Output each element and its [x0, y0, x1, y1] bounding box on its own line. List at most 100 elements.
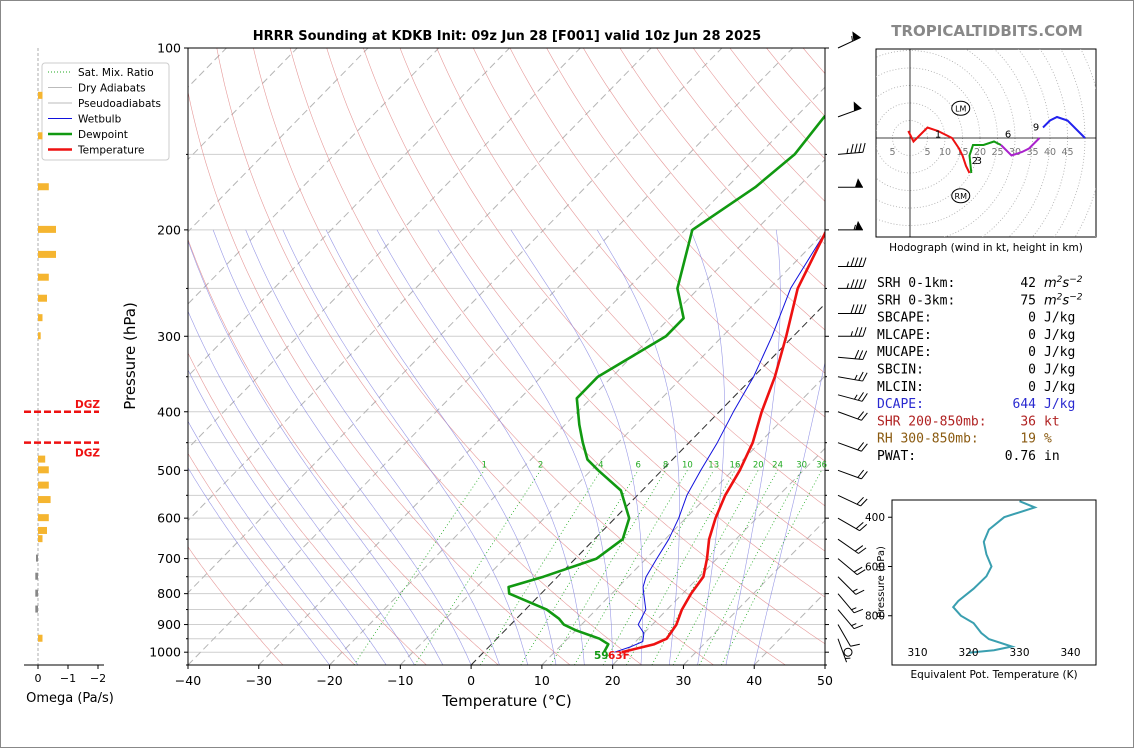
hodograph-ring-label: 10: [939, 147, 951, 158]
omega-bar: [38, 526, 47, 534]
index-label: DCAPE:: [877, 397, 924, 412]
pseudoadiabat: [245, 229, 500, 665]
barb-staff: [837, 517, 860, 532]
omega-bar: [38, 183, 49, 191]
hodograph-plot: 5 5 10 15 20 25 30 35 40 45 1 23 6 9 LM RM: [876, 49, 1096, 237]
wind-barb: [838, 304, 867, 314]
mixing-ratio-line: [672, 470, 778, 665]
barb-half: [852, 588, 858, 592]
barb-full: [858, 143, 862, 153]
wind-barb: [837, 538, 867, 554]
theta-e-ylabel: Pressure (hPa): [876, 546, 887, 618]
dry-adiabat: [253, 48, 714, 665]
barb-half: [853, 394, 858, 400]
barb-full: [858, 350, 864, 360]
wind-barb: [838, 220, 863, 231]
barb-full: [850, 257, 855, 267]
x-tick-label: −30: [246, 673, 272, 688]
theta-e-plot: 310 320 330 340 400 600 800: [865, 500, 1081, 659]
barb-full: [856, 569, 866, 576]
mixing-ratio-label: 8: [663, 460, 668, 470]
pseudoadiabat: [753, 360, 825, 665]
index-value: 644: [1013, 397, 1037, 412]
omega-bar: [35, 572, 38, 580]
barb-half: [845, 657, 851, 659]
mixing-ratio-line: [699, 470, 803, 665]
hodograph-ring-label: 20: [974, 147, 986, 158]
hodograph-purple-segment: [1000, 137, 1041, 157]
mixing-ratio-label: 36: [816, 460, 827, 470]
omega-bar: [38, 91, 43, 99]
dry-adiabat: [583, 48, 825, 331]
legend-label-wetbulb: Wetbulb: [78, 114, 122, 126]
skewt-profiles: [507, 114, 825, 654]
barb-full: [861, 412, 868, 421]
dry-adiabat: [188, 238, 499, 665]
barb-full: [855, 589, 865, 595]
barb-staff: [837, 638, 848, 663]
index-unit: J/kg: [1044, 328, 1075, 343]
index-label: SRH 0-1km:: [877, 276, 955, 291]
barb-full: [854, 279, 859, 289]
dry-adiabat: [399, 48, 825, 552]
barb-staff: [837, 538, 859, 554]
y-tick-label: 100: [157, 41, 181, 56]
dry-adiabat: [188, 352, 427, 665]
indices-table: SRH 0-1km: 42 m2s−2 SRH 0-3km: 75 m2s−2 SBCAPE…: [877, 275, 1083, 464]
wind-barb: [837, 392, 868, 402]
wind-barb: [837, 638, 851, 663]
index-unit: J/kg: [1044, 363, 1075, 378]
index-value: 75: [1020, 293, 1036, 308]
pseudoadiabat: [212, 229, 472, 665]
barb-full: [862, 304, 867, 314]
theta-e-y-tick-label: 400: [865, 512, 885, 524]
wind-barb: [838, 279, 867, 289]
x-tick-label: 40: [746, 673, 762, 688]
isotherm-line: [188, 48, 581, 450]
mixing-ratio-line: [414, 470, 541, 665]
mixing-ratio-line: [574, 470, 688, 665]
barb-full: [858, 257, 863, 267]
theta-e-xlabel: Equivalent Pot. Temperature (K): [910, 669, 1077, 681]
pseudoadiabat: [282, 229, 528, 665]
dewpoint-profile: [507, 114, 825, 653]
x-axis-label: Temperature (°C): [441, 692, 571, 710]
isotherm-line: [188, 48, 723, 594]
barb-staff: [837, 356, 863, 360]
legend-label-dry-adiabat: Dry Adiabats: [78, 83, 146, 95]
index-value: 42: [1020, 276, 1036, 291]
legend-label-temperature: Temperature: [77, 145, 145, 157]
wind-barb: [837, 609, 864, 630]
index-value: 0: [1028, 363, 1036, 378]
barb-full: [858, 547, 867, 554]
barb-half: [854, 374, 858, 380]
hodograph-ring-label: 5: [924, 147, 930, 158]
barb-staff: [837, 376, 863, 382]
barb-full: [856, 496, 864, 505]
omega-bar: [38, 132, 43, 140]
isotherm-line: [541, 375, 825, 665]
index-label: SBCAPE:: [877, 311, 932, 326]
barb-pennant: [855, 220, 863, 230]
hodograph-ring-label: 15: [956, 147, 968, 158]
dgz-label-bottom: DGZ: [75, 448, 100, 460]
omega-bar: [38, 314, 43, 322]
barb-full: [855, 521, 864, 530]
barb-pennant: [852, 31, 861, 41]
hodograph-green-segment: [968, 140, 1002, 174]
theta-e-y-tick-label: 800: [865, 611, 885, 623]
wind-barbs: [837, 31, 868, 663]
x-tick-label: 0: [467, 673, 475, 688]
mixing-ratio-label: 13: [708, 460, 719, 470]
y-tick-label: 200: [157, 222, 181, 237]
isotherm-line: [188, 48, 440, 305]
omega-bar: [38, 225, 56, 233]
index-unit: m2s−2: [1044, 292, 1083, 308]
barb-full: [857, 411, 865, 420]
x-tick-label: 50: [817, 673, 833, 688]
barb-full: [862, 257, 867, 267]
barb-staff: [837, 442, 862, 452]
barb-full: [854, 349, 860, 359]
wind-barb: [837, 469, 868, 480]
